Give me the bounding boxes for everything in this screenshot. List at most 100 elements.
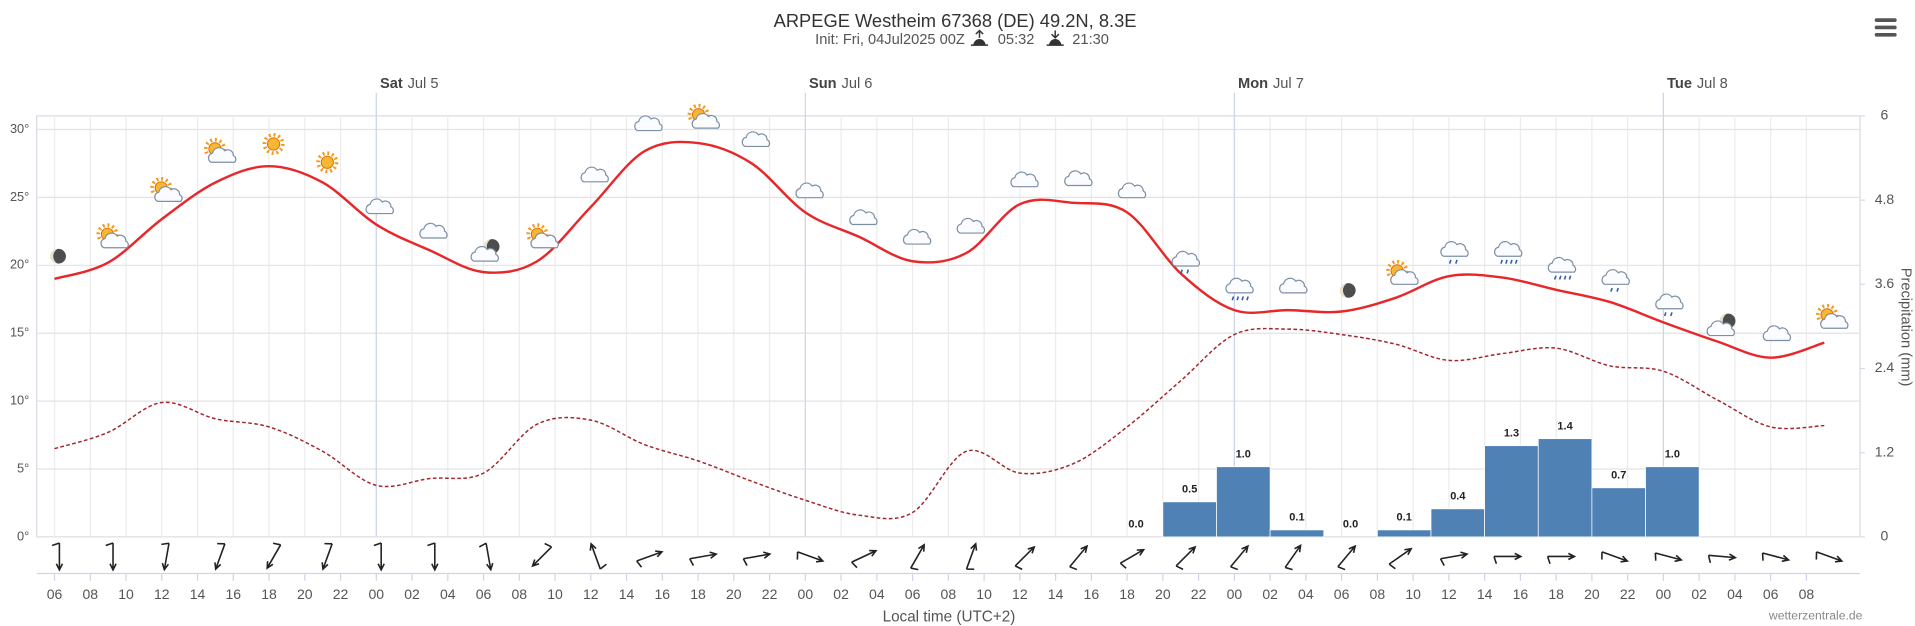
x-tick-label: 20	[297, 586, 313, 602]
x-tick-label: 08	[512, 586, 528, 602]
precipitation-label: 1.0	[1236, 448, 1251, 460]
x-tick-label: 02	[833, 586, 849, 602]
weather-icon	[742, 132, 769, 147]
wind-arrow	[1439, 551, 1469, 566]
x-tick-label: 22	[333, 586, 349, 602]
day-name: Sat	[380, 76, 403, 92]
precipitation-label: 0.1	[1289, 512, 1304, 524]
temperature-line	[54, 140, 1825, 359]
x-tick-label: 10	[1405, 586, 1421, 602]
sunset-time: 21:30	[1072, 32, 1109, 48]
x-tick-label: 20	[726, 586, 742, 602]
sunrise-icon	[970, 29, 989, 46]
day-date: Jul 5	[408, 76, 439, 92]
y2-tick-label: 3.6	[1875, 275, 1895, 291]
weather-icon	[528, 225, 558, 248]
wind-arrow	[1230, 544, 1250, 571]
wind-arrow	[1654, 552, 1683, 563]
x-tick-label: 06	[47, 586, 63, 602]
wind-arrow	[689, 551, 718, 566]
chart-subtitle: Init: Fri, 04Jul2025 00Z	[815, 32, 965, 48]
x-tick-label: 08	[941, 586, 957, 602]
precipitation-bar	[1269, 529, 1325, 538]
wind-arrow	[796, 551, 825, 563]
menu-bar[interactable]	[1874, 32, 1897, 37]
x-tick-label: 22	[1620, 586, 1636, 602]
menu-bar[interactable]	[1874, 25, 1897, 30]
weather-icon	[635, 116, 662, 131]
weather-icon	[264, 135, 282, 153]
wind-arrow	[51, 542, 64, 572]
wind-arrow	[1815, 551, 1844, 563]
wind-arrow	[1337, 544, 1357, 571]
x-tick-label: 10	[547, 586, 563, 602]
menu-bar[interactable]	[1874, 18, 1897, 22]
day-label: Mon Jul 7	[1238, 76, 1304, 92]
weather-icon	[98, 225, 128, 248]
weather-icon	[904, 229, 931, 244]
weather-icon	[1602, 270, 1629, 292]
y-tick-label: 15°	[10, 325, 29, 340]
day-name: Mon	[1238, 76, 1268, 92]
weather-icon	[152, 179, 182, 202]
weather-icon	[1763, 326, 1790, 341]
x-tick-label: 08	[82, 586, 98, 602]
wind-arrow	[1014, 545, 1036, 571]
x-tick-label: 20	[1584, 586, 1600, 602]
day-date: Jul 8	[1697, 76, 1728, 92]
precipitation-label: 0.4	[1450, 491, 1466, 503]
x-tick-label: 08	[1370, 586, 1386, 602]
x-tick-label: 18	[690, 586, 706, 602]
x-tick-label: 22	[1191, 586, 1207, 602]
x-tick-label: 18	[1119, 586, 1135, 602]
weather-icon	[1495, 242, 1522, 264]
weather-icon	[1548, 258, 1575, 280]
x-tick-label: 00	[1227, 586, 1243, 602]
x-tick-label: 08	[1799, 586, 1815, 602]
y-tick-label: 0°	[17, 528, 29, 543]
weather-icon	[206, 140, 236, 163]
precipitation-label: 0.0	[1128, 519, 1143, 531]
menu-hit-area[interactable]	[1873, 9, 1898, 42]
weather-icon	[471, 239, 499, 261]
precipitation-bar	[1645, 466, 1700, 538]
precipitation-bar	[1430, 508, 1486, 538]
weather-icon	[50, 249, 66, 264]
wind-arrow	[531, 542, 553, 568]
x-tick-label: 06	[476, 586, 492, 602]
wind-arrow	[214, 542, 226, 571]
precipitation-bar	[1162, 501, 1217, 538]
x-tick-label: 00	[798, 586, 814, 602]
x-tick-label: 10	[118, 586, 134, 602]
x-tick-label: 02	[404, 586, 420, 602]
y-tick-label: 5°	[17, 460, 29, 475]
y2-tick-label: 2.4	[1875, 359, 1895, 375]
weather-icon	[1656, 294, 1683, 316]
x-tick-label: 10	[976, 586, 992, 602]
x-tick-label: 02	[1691, 586, 1707, 602]
weather-icon	[957, 218, 984, 233]
wind-arrow	[1761, 552, 1791, 563]
day-name: Sun	[809, 76, 837, 92]
precipitation-label: 1.4	[1557, 420, 1573, 432]
wind-arrow	[589, 542, 607, 570]
x-tick-label: 00	[368, 586, 384, 602]
weather-icon	[689, 106, 719, 129]
menu-button[interactable]	[1873, 9, 1898, 42]
weather-icon	[1280, 278, 1307, 293]
y2-tick-label: 6	[1881, 107, 1889, 123]
x-tick-label: 04	[1727, 586, 1743, 602]
sunrise-time: 05:32	[998, 32, 1035, 48]
precipitation-bar	[1484, 445, 1539, 538]
x-tick-label: 14	[190, 586, 206, 602]
wind-arrow	[1493, 552, 1523, 565]
x-tick-label: 22	[762, 586, 778, 602]
precipitation-label: 1.0	[1665, 448, 1680, 460]
day-name: Tue	[1667, 76, 1692, 92]
wind-arrow	[1707, 553, 1738, 563]
credit: wetterzentrale.de	[1768, 608, 1863, 622]
weather-icon	[1707, 314, 1735, 336]
x-tick-label: 12	[583, 586, 599, 602]
y-tick-label: 20°	[10, 257, 29, 272]
